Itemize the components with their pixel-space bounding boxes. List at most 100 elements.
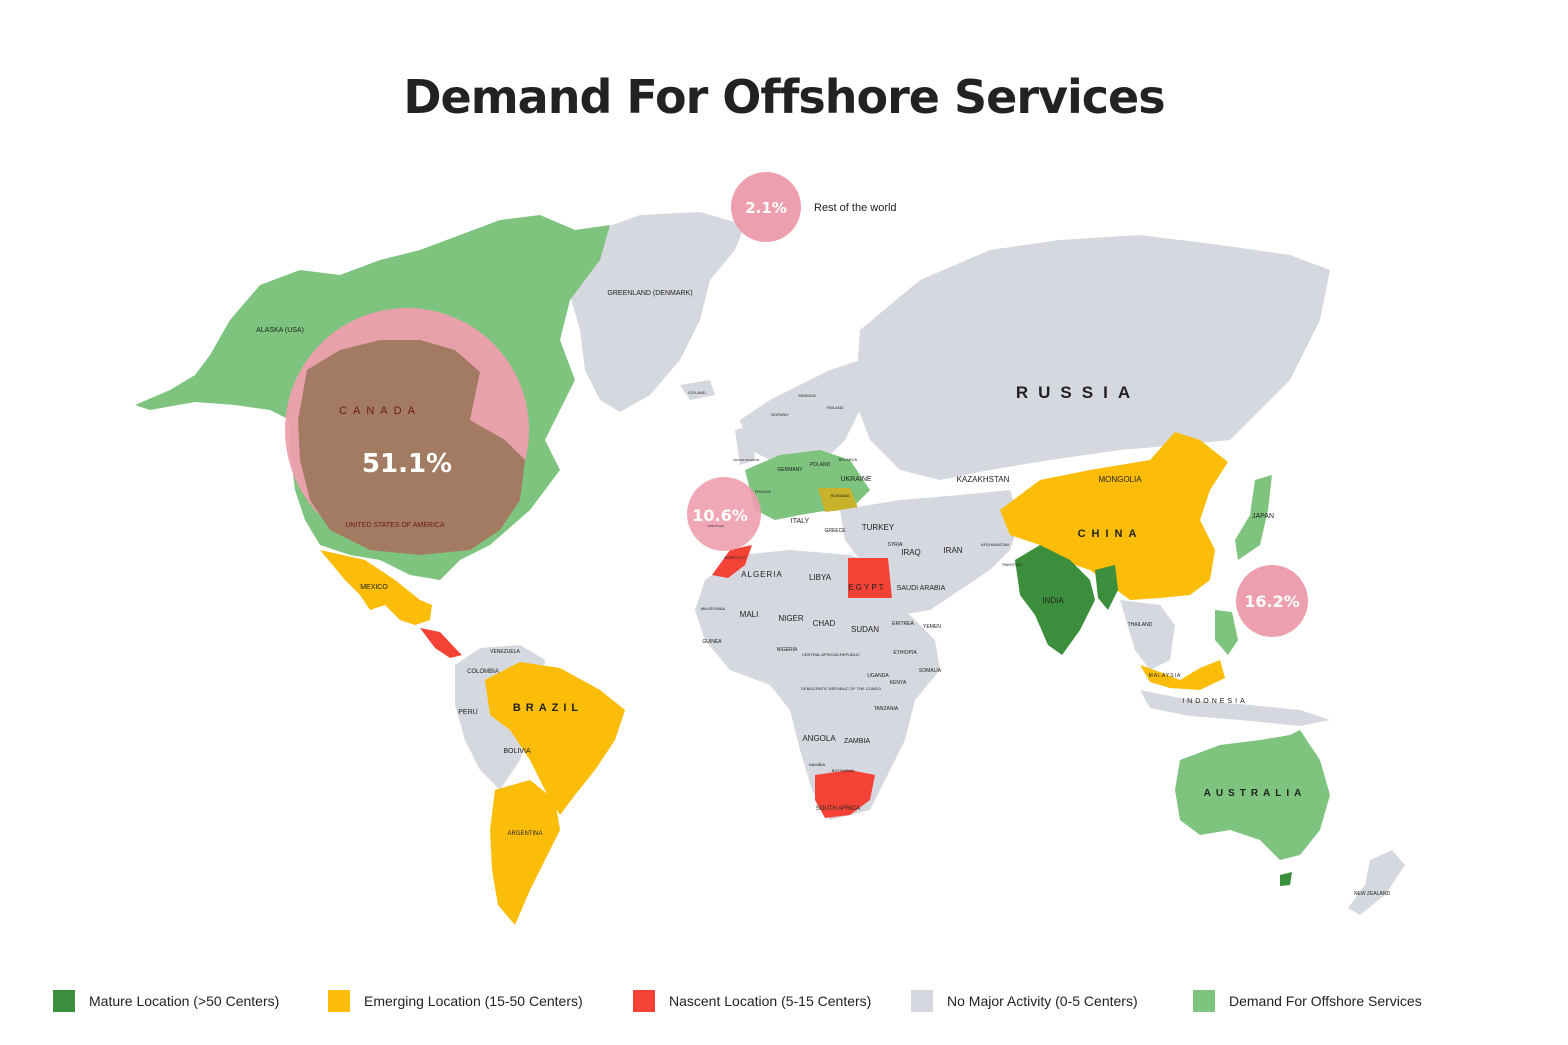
region-europe-grey — [740, 360, 870, 460]
label-norway: NORWAY — [771, 412, 789, 417]
label-egypt: EGYPT — [848, 583, 885, 592]
label-thailand: THAILAND — [1128, 622, 1153, 628]
region-brazil — [485, 662, 625, 815]
legend-swatch-emerging — [328, 990, 350, 1012]
label-botswana: BOTSWANA — [832, 768, 855, 773]
label-guinea: GUINEA — [702, 639, 722, 645]
label-canada: CANADA — [339, 405, 421, 417]
label-algeria: ALGERIA — [741, 570, 783, 579]
label-iceland: ICELAND — [688, 390, 705, 395]
legend-label-demand: Demand For Offshore Services — [1229, 993, 1422, 1009]
label-australia: AUSTRALIA — [1204, 788, 1307, 799]
bubble-rest-label: Rest of the world — [814, 202, 897, 214]
label-car: CENTRAL AFRICAN REPUBLIC — [802, 652, 860, 657]
label-italy: ITALY — [791, 518, 810, 525]
map-title: Demand For Offshore Services — [403, 70, 1165, 124]
legend-swatch-demand — [1193, 990, 1215, 1012]
label-usa: UNITED STATES OF AMERICA — [345, 522, 445, 529]
legend-label-nascent: Nascent Location (5-15 Centers) — [669, 993, 872, 1009]
region-tasmania — [1280, 872, 1292, 886]
label-zambia: ZAMBIA — [844, 738, 870, 745]
label-libya: LIBYA — [809, 573, 832, 582]
region-egypt — [848, 558, 892, 598]
label-ukraine: UKRAINE — [840, 476, 871, 483]
label-peru: PERU — [458, 709, 477, 716]
label-indonesia: INDONESIA — [1182, 698, 1248, 705]
bubble-europe — [687, 477, 761, 551]
label-pakistan: PAKISTAN — [1002, 562, 1021, 567]
label-greenland: GREENLAND (DENMARK) — [607, 290, 692, 297]
label-somalia: SOMALIA — [919, 668, 942, 674]
legend-swatch-mature — [53, 990, 75, 1012]
label-india: INDIA — [1042, 596, 1064, 605]
legend-label-no-activity: No Major Activity (0-5 Centers) — [947, 993, 1138, 1009]
bubble-americas-value: 51.1% — [362, 449, 452, 479]
region-myanmar — [1095, 565, 1118, 610]
bubble-rest — [731, 172, 801, 242]
label-japan: JAPAN — [1252, 513, 1274, 520]
bubble-rest-value: 2.1% — [745, 199, 787, 217]
region-philippines — [1215, 610, 1238, 655]
region-japan — [1235, 475, 1272, 560]
label-portugal: PORTUGAL — [708, 524, 725, 528]
label-mongolia: MONGOLIA — [1098, 475, 1142, 484]
label-argentina: ARGENTINA — [507, 831, 542, 837]
region-south-africa — [815, 770, 875, 818]
label-niger: NIGER — [778, 614, 804, 623]
label-france: FRANCE — [755, 489, 772, 494]
region-greenland — [570, 212, 745, 412]
label-iran: IRAN — [943, 546, 962, 555]
label-yemen: YEMEN — [923, 624, 941, 630]
legend-item-nascent: Nascent Location (5-15 Centers) — [633, 990, 871, 1012]
label-new-zealand: NEW ZEALAND — [1354, 891, 1391, 897]
region-argentina — [490, 780, 560, 925]
label-afghanistan: AFGHANISTAN — [981, 542, 1009, 547]
label-kazakhstan: KAZAKHSTAN — [957, 475, 1010, 484]
legend-item-mature: Mature Location (>50 Centers) — [53, 990, 279, 1012]
label-sudan: SUDAN — [851, 625, 879, 634]
region-morocco — [712, 545, 752, 578]
label-nigeria: NIGERIA — [777, 647, 798, 653]
region-india — [1015, 545, 1095, 655]
region-new-zealand — [1348, 850, 1405, 915]
label-drc: DEMOCRATIC REPUBLIC OF THE CONGO — [801, 686, 881, 691]
legend-label-emerging: Emerging Location (15-50 Centers) — [364, 993, 583, 1009]
region-uk — [735, 425, 755, 465]
label-south-africa: SOUTH AFRICA — [816, 806, 860, 812]
label-mali: MALI — [740, 610, 759, 619]
label-morocco: MOROCCO — [724, 555, 745, 560]
label-china: CHINA — [1078, 528, 1143, 540]
label-ethiopia: ETHIOPIA — [893, 650, 917, 656]
legend-swatch-no-activity — [911, 990, 933, 1012]
label-kenya: KENYA — [890, 680, 907, 686]
label-belarus: BELARUS — [839, 457, 858, 462]
label-mexico: MEXICO — [360, 584, 388, 591]
legend-item-emerging: Emerging Location (15-50 Centers) — [328, 990, 583, 1012]
label-bolivia: BOLIVIA — [503, 748, 531, 755]
label-syria: SYRIA — [887, 542, 903, 548]
label-malaysia: MALAYSIA — [1149, 673, 1182, 679]
label-venezuela: VENEZUELA — [490, 649, 520, 655]
bubble-apac — [1236, 565, 1308, 637]
label-finland: FINLAND — [826, 405, 843, 410]
label-germany: GERMANY — [777, 467, 803, 473]
label-tanzania: TANZANIA — [874, 706, 899, 712]
legend-label-mature: Mature Location (>50 Centers) — [89, 993, 280, 1009]
bubble-americas-overlap — [298, 340, 525, 555]
label-eritrea: ERITREA — [892, 621, 914, 627]
bubble-apac-value: 16.2% — [1244, 592, 1300, 611]
legend-item-no-activity: No Major Activity (0-5 Centers) — [911, 990, 1138, 1012]
label-saudi: SAUDI ARABIA — [897, 585, 946, 592]
region-indonesia — [1140, 690, 1330, 726]
label-romania: ROMANIA — [831, 493, 850, 498]
bubble-europe-value: 10.6% — [692, 506, 748, 525]
label-namibia: NAMIBIA — [809, 762, 826, 767]
label-greece: GREECE — [824, 528, 846, 534]
label-russia: RUSSIA — [1016, 383, 1140, 402]
region-se-asia — [1120, 600, 1175, 670]
label-angola: ANGOLA — [802, 734, 836, 743]
region-romania — [818, 488, 858, 512]
label-sweden: SWEDEN — [798, 393, 816, 398]
label-brazil: BRAZIL — [513, 702, 583, 714]
